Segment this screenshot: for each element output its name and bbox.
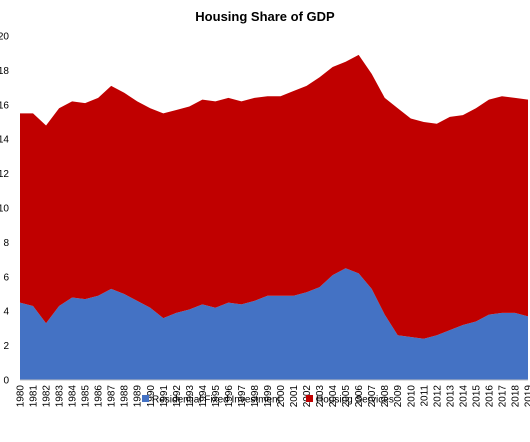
x-tick-label: 2008 — [380, 385, 391, 408]
x-tick-label: 1982 — [42, 385, 53, 408]
x-tick-label: 1993 — [185, 385, 196, 408]
y-tick-label: 18 — [0, 66, 9, 77]
x-tick-label: 2004 — [328, 385, 339, 408]
x-tick-label: 2016 — [484, 385, 495, 408]
legend-label-2: Housing Services — [316, 395, 394, 406]
x-tick-label: 2014 — [458, 385, 469, 408]
y-tick-label: 14 — [0, 135, 9, 146]
x-tick-label: 1998 — [250, 385, 261, 408]
plot-area — [20, 54, 528, 380]
x-tick-label: 1989 — [133, 385, 144, 408]
x-tick-label: 2010 — [406, 385, 417, 408]
area-series-1 — [20, 268, 528, 380]
y-tick-label: 12 — [0, 169, 9, 180]
y-tick-label: 6 — [3, 272, 9, 283]
y-tick-label: 0 — [3, 376, 9, 387]
x-tick-label: 2018 — [510, 385, 521, 408]
legend: Residential Fixed Investment Housing Serv… — [142, 395, 394, 406]
y-tick-label: 2 — [3, 341, 9, 352]
x-tick-label: 2003 — [315, 385, 326, 408]
x-tick-label: 1992 — [172, 385, 183, 408]
y-tick-label: 16 — [0, 100, 9, 111]
x-tick-label: 1983 — [55, 385, 66, 408]
y-axis: 0 2 4 6 8 10 12 14 16 18 20 — [0, 32, 9, 387]
x-tick-label: 2005 — [341, 385, 352, 408]
x-tick-label: 1986 — [94, 385, 105, 408]
x-tick-label: 1994 — [198, 385, 209, 408]
x-tick-label: 1981 — [29, 385, 40, 408]
x-tick-label: 2007 — [367, 385, 378, 408]
y-tick-label: 10 — [0, 204, 9, 215]
x-tick-label: 1997 — [237, 385, 248, 408]
x-tick-label: 1991 — [159, 385, 170, 408]
y-tick-label: 20 — [0, 32, 9, 43]
x-tick-label: 2017 — [497, 385, 508, 408]
x-tick-label: 1985 — [81, 385, 92, 408]
legend-swatch-2 — [306, 395, 313, 402]
legend-label-1: Residential Fixed Investment — [152, 395, 281, 406]
y-tick-label: 8 — [3, 238, 9, 249]
x-tick-label: 1995 — [211, 385, 222, 408]
x-tick-label: 1987 — [107, 385, 118, 408]
x-tick-label: 2013 — [445, 385, 456, 408]
x-tick-label: 1980 — [16, 385, 27, 408]
x-tick-label: 2015 — [471, 385, 482, 408]
x-tick-label: 2009 — [393, 385, 404, 408]
x-tick-label: 1988 — [120, 385, 131, 408]
area-series-2 — [20, 54, 528, 339]
chart-title: Housing Share of GDP — [195, 9, 335, 24]
x-tick-label: 2001 — [289, 385, 300, 408]
x-tick-label: 2006 — [354, 385, 365, 408]
x-tick-label: 2011 — [419, 385, 430, 407]
x-tick-label: 1984 — [68, 385, 79, 408]
x-tick-label: 2019 — [524, 385, 530, 408]
y-tick-label: 4 — [3, 307, 9, 318]
x-tick-label: 1999 — [263, 385, 274, 408]
legend-swatch-1 — [142, 395, 149, 402]
x-tick-label: 2012 — [432, 385, 443, 408]
x-tick-label: 2000 — [276, 385, 287, 408]
x-tick-label: 1996 — [224, 385, 235, 408]
x-tick-label: 1990 — [146, 385, 157, 408]
